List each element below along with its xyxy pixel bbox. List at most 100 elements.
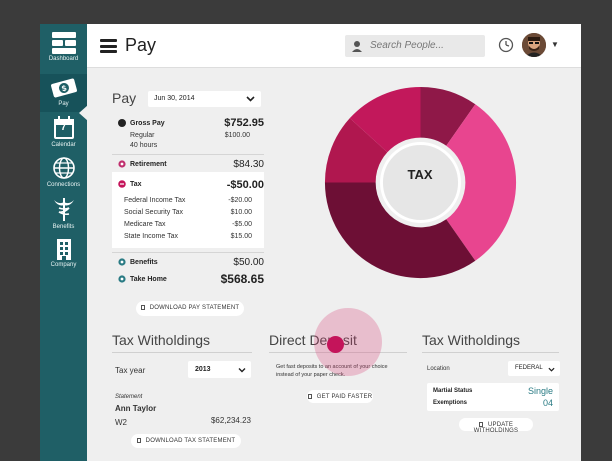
take-home-label: Take Home — [130, 276, 167, 283]
statement-label: Statement — [115, 394, 143, 400]
form-type: W2 — [115, 418, 127, 427]
state-tax-value: $15.00 — [230, 233, 252, 240]
direct-deposit-text-1: Get fast deposits to an account of your … — [276, 364, 388, 370]
header: Pay Search People... ▼ — [87, 24, 581, 68]
sidebar-item-benefits[interactable]: Benefits — [40, 196, 87, 234]
sidebar-item-label: Benefits — [52, 224, 75, 230]
sidebar-item-dashboard[interactable]: Dashboard — [40, 32, 87, 70]
sidebar-item-label: Company — [50, 262, 77, 268]
get-paid-faster-button[interactable]: GET PAID FASTER — [307, 390, 373, 403]
document-icon — [140, 305, 145, 310]
tax-withholdings-title: Tax Witholdings — [112, 332, 211, 348]
marital-status-value: Single — [527, 386, 553, 396]
donut-segment[interactable] — [349, 86, 421, 153]
search-placeholder: Search People... — [370, 40, 444, 51]
donut-segment[interactable] — [446, 104, 517, 261]
calendar-day: 7 — [60, 122, 67, 133]
employee-name: Ann Taylor — [115, 404, 157, 413]
sidebar-item-label: Connections — [46, 182, 81, 188]
sidebar-item-connections[interactable]: Connections — [40, 156, 87, 194]
touch-point — [327, 336, 344, 353]
chevron-down-icon — [246, 96, 255, 102]
location-label: Location — [427, 366, 450, 372]
page-title: Pay — [125, 35, 157, 55]
download-tax-statement-button[interactable]: DOWNLOAD TAX STATEMENT — [131, 434, 241, 448]
hours-label: 40 hours — [130, 142, 158, 149]
touch-ripple — [314, 308, 382, 376]
retirement-value: $84.30 — [233, 159, 264, 170]
chevron-down-icon — [548, 367, 555, 372]
calendar-icon — [53, 116, 74, 139]
download-tax-statement-label: DOWNLOAD TAX STATEMENT — [145, 438, 236, 444]
tax-label: Tax — [130, 181, 142, 188]
update-withholdings-button[interactable]: UPDATE WITHOLDINGS — [459, 418, 533, 434]
document-icon — [307, 393, 312, 399]
regular-value: $100.00 — [224, 132, 250, 139]
tax-breakdown: Tax -$50.00 Federal Income Tax -$20.00 S… — [112, 172, 264, 248]
gear-icon — [118, 275, 126, 283]
avatar[interactable] — [522, 33, 546, 57]
regular-label: Regular — [130, 132, 155, 139]
federal-tax-value: -$20.00 — [228, 197, 252, 204]
take-home-value: $568.65 — [220, 272, 264, 286]
donut-segment[interactable] — [420, 86, 476, 146]
divider — [112, 154, 264, 155]
medicare-label: Medicare Tax — [124, 221, 166, 228]
pay-section-title: Pay — [112, 90, 137, 106]
statement-amount: $62,234.23 — [210, 416, 251, 425]
gross-pay-row: Gross Pay $752.95 — [112, 117, 264, 131]
social-security-value: $10.00 — [230, 209, 252, 216]
sidebar-item-pay[interactable]: $ Pay — [40, 74, 87, 112]
clock-icon[interactable] — [498, 37, 514, 53]
update-withholdings-label: UPDATE WITHOLDINGS — [473, 421, 519, 434]
sidebar-item-label: Pay — [58, 101, 69, 107]
minus-circle-icon[interactable] — [118, 180, 126, 188]
pay-icon: $ — [50, 78, 77, 98]
globe-icon — [52, 157, 75, 179]
sidebar-item-label: Calendar — [51, 142, 76, 148]
chevron-down-icon[interactable]: ▼ — [551, 40, 559, 49]
donut-center-label: TAX — [407, 167, 433, 182]
sidebar-item-calendar[interactable]: 7 Calendar — [40, 116, 87, 154]
tax-withholdings-right-title: Tax Witholdings — [422, 332, 521, 348]
search-input[interactable]: Search People... — [345, 35, 485, 57]
gear-icon — [118, 160, 126, 168]
withholding-details: Martial Status Single Exemptions 04 — [427, 383, 559, 411]
caduceus-icon — [53, 198, 74, 221]
gross-pay-dot-icon — [118, 119, 126, 127]
donut-segment[interactable] — [324, 118, 388, 183]
tax-value: -$50.00 — [226, 179, 264, 191]
tax-donut-chart[interactable] — [323, 85, 518, 280]
download-pay-statement-button[interactable]: DOWNLOAD PAY STATEMENT — [136, 301, 244, 316]
main-content: Pay Jun 30, 2014 Gross Pay $752.95 Regul… — [87, 68, 581, 461]
dashboard-icon — [51, 32, 76, 54]
benefits-row: Benefits $50.00 — [112, 257, 264, 269]
divider — [112, 252, 264, 253]
state-tax-label: State Income Tax — [124, 233, 178, 240]
marital-status-label: Martial Status — [433, 388, 473, 394]
donut-segment[interactable] — [324, 182, 476, 279]
social-security-label: Social Security Tax — [124, 209, 184, 216]
date-select-value: Jun 30, 2014 — [154, 95, 195, 102]
location-select[interactable]: FEDERAL — [508, 361, 560, 376]
divider — [422, 352, 559, 353]
medicare-value: -$5.00 — [232, 221, 252, 228]
user-photo-icon — [522, 33, 546, 57]
gear-icon — [118, 258, 126, 266]
divider — [112, 352, 252, 353]
tax-year-select[interactable]: 2013 — [188, 361, 251, 378]
menu-icon[interactable] — [100, 39, 117, 53]
exemptions-label: Exemptions — [433, 400, 468, 406]
document-icon — [136, 438, 141, 443]
benefits-value: $50.00 — [233, 257, 264, 268]
retirement-label: Retirement — [130, 161, 167, 168]
gross-pay-value: $752.95 — [224, 117, 264, 129]
direct-deposit-text-2: instead of your paper check. — [276, 372, 346, 378]
sidebar-item-company[interactable]: Company — [40, 238, 87, 276]
date-select[interactable]: Jun 30, 2014 — [148, 91, 261, 107]
sidebar-item-label: Dashboard — [48, 56, 79, 62]
chevron-down-icon — [238, 368, 246, 373]
location-value: FEDERAL — [515, 365, 543, 371]
person-search-icon — [352, 41, 362, 52]
retirement-row: Retirement $84.30 — [112, 159, 264, 171]
